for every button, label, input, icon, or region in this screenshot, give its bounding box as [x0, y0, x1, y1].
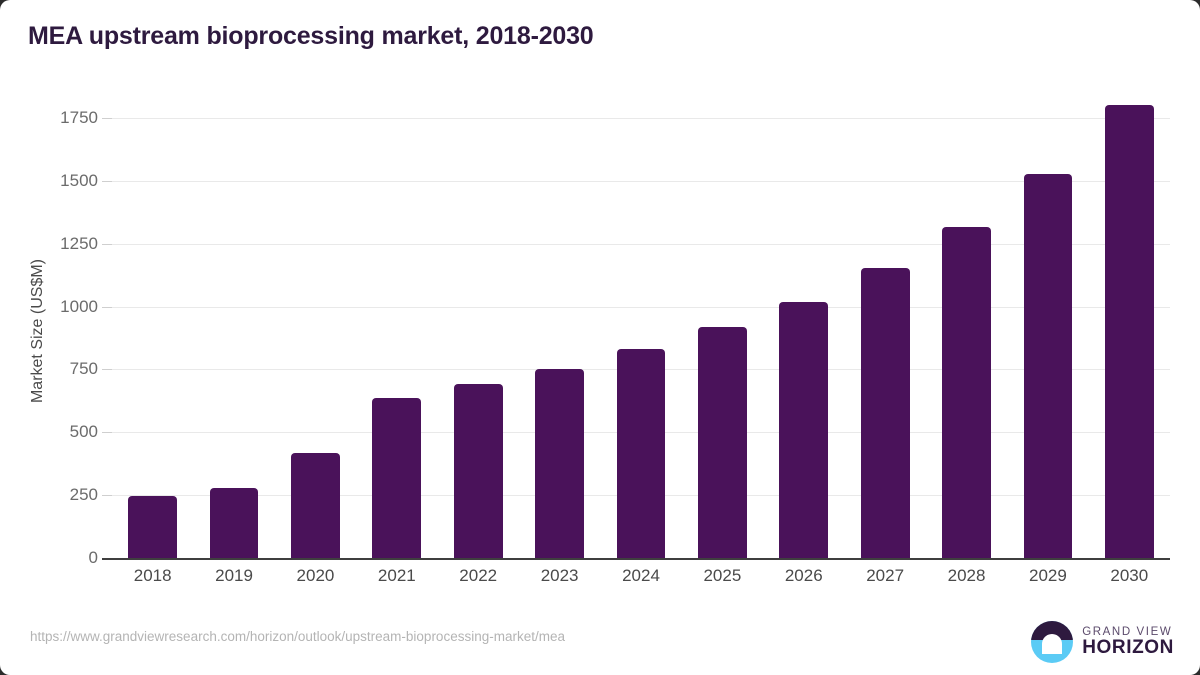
bar[interactable]: [616, 349, 666, 558]
y-tick-label: 250: [69, 485, 98, 505]
bar[interactable]: [860, 268, 910, 558]
x-tick-label: 2020: [296, 566, 335, 585]
y-tick-label: 500: [69, 422, 98, 442]
bar[interactable]: [209, 487, 259, 558]
x-tick-label: 2019: [215, 566, 253, 585]
bar[interactable]: [535, 368, 585, 558]
gridline: [112, 180, 1170, 182]
x-tick-label: 2026: [784, 566, 823, 585]
logo-sky-half: [1031, 621, 1074, 641]
y-tick-mark: [102, 369, 112, 371]
gridline: [112, 118, 1170, 119]
logo-brand-line2: HORIZON: [1082, 637, 1174, 659]
x-tick-label: 2029: [1029, 566, 1067, 585]
y-axis-tick-labels: 0 250 500 750 1000 1250 1500 1750: [0, 0, 112, 675]
bar[interactable]: [942, 226, 991, 558]
bar[interactable]: [779, 301, 829, 558]
x-tick-label: 2021: [377, 566, 416, 585]
bar[interactable]: [372, 398, 422, 558]
page-title: MEA upstream bioprocessing market, 2018-…: [28, 22, 594, 50]
gridline: [112, 306, 1170, 308]
y-tick-mark: [102, 118, 112, 119]
x-tick-label: 2030: [1110, 566, 1149, 585]
logo-sun-dome: [1042, 633, 1063, 654]
bar[interactable]: [291, 452, 340, 558]
y-tick-label: 1500: [60, 170, 98, 190]
x-tick-label: 2018: [133, 566, 172, 585]
x-tick-label: 2023: [540, 566, 579, 585]
axis-baseline: [102, 558, 1170, 560]
x-tick-label: 2025: [703, 566, 742, 585]
logo-text: GRAND VIEW HORIZON: [1082, 626, 1174, 658]
x-tick-label: 2028: [947, 566, 986, 585]
bar[interactable]: [1104, 105, 1154, 558]
logo-brand-line1: GRAND VIEW: [1082, 626, 1173, 638]
y-tick-label: 0: [88, 548, 98, 567]
y-tick-mark: [102, 495, 112, 497]
y-tick-mark: [102, 243, 112, 245]
logo-ray-upper: [1043, 644, 1062, 648]
grand-view-horizon-logo: GRAND VIEW HORIZON: [1031, 621, 1174, 663]
bar[interactable]: [697, 327, 747, 558]
bar-series: [112, 105, 1170, 558]
y-tick-label: 1000: [60, 296, 98, 316]
bar[interactable]: [1023, 174, 1073, 558]
y-tick-mark: [102, 180, 112, 182]
y-tick-label: 750: [69, 359, 98, 379]
y-tick-mark: [102, 306, 112, 308]
bar[interactable]: [453, 384, 503, 558]
logo-ray-lower: [1046, 650, 1058, 653]
x-tick-label: 2024: [622, 566, 660, 585]
x-tick-label: 2022: [459, 566, 498, 585]
x-tick-label: 2027: [866, 566, 905, 585]
bar[interactable]: [128, 496, 178, 558]
gridline: [112, 243, 1170, 245]
source-url[interactable]: https://www.grandviewresearch.com/horizo…: [30, 629, 565, 644]
horizon-sun-circle-icon: [1031, 621, 1074, 663]
y-tick-label: 1750: [60, 108, 98, 127]
y-tick-label: 1250: [60, 233, 98, 253]
x-axis-tick-labels: 2018 2019 2020 2021 2022 2023 2024 2025 2026 2027…: [112, 566, 1170, 596]
y-tick-mark: [102, 432, 112, 434]
